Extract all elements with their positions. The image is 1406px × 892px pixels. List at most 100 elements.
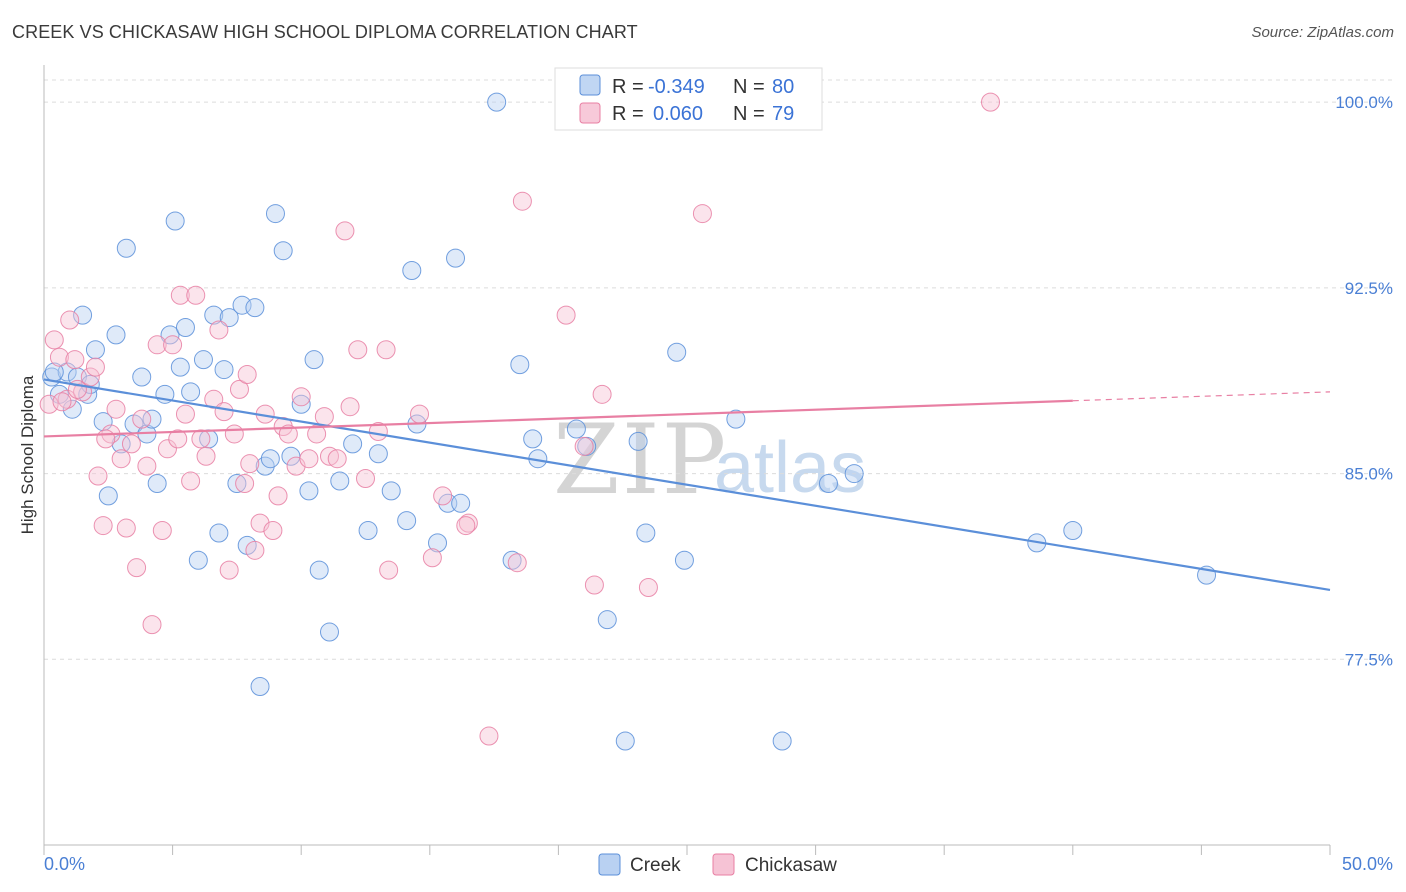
point-creek: [98, 486, 118, 506]
point-chickasaw: [88, 466, 108, 486]
point-chickasaw: [314, 407, 334, 427]
trend-line-chickasaw: [43, 399, 1073, 438]
point-creek: [147, 473, 167, 493]
bottom-legend-label-creek: Creek: [630, 855, 681, 876]
point-creek: [142, 409, 162, 429]
point-chickasaw: [116, 518, 136, 538]
point-chickasaw: [209, 320, 229, 340]
trend-line-creek: [43, 378, 1331, 592]
point-chickasaw: [49, 347, 69, 367]
point-creek: [193, 350, 213, 370]
point-chickasaw: [106, 399, 126, 419]
point-creek: [181, 382, 201, 402]
legend-r-label-creek: R =: [612, 76, 644, 98]
point-creek: [170, 357, 190, 377]
point-chickasaw: [379, 560, 399, 580]
trend-lines: [43, 378, 1331, 592]
point-creek: [116, 238, 136, 258]
point-chickasaw: [121, 434, 141, 454]
point-chickasaw: [142, 615, 162, 635]
point-chickasaw: [980, 92, 1000, 112]
point-chickasaw: [186, 285, 206, 305]
point-creek: [291, 394, 311, 414]
point-chickasaw: [556, 305, 576, 325]
legend-r-value-creek: -0.349: [648, 76, 705, 98]
point-creek: [273, 241, 293, 261]
legend-n-value-creek: 80: [772, 76, 794, 98]
point-creek: [85, 340, 105, 360]
point-creek: [358, 521, 378, 541]
legend: R = -0.349 N = 80 R = 0.060 N = 79: [554, 67, 823, 131]
point-creek: [265, 204, 285, 224]
point-chickasaw: [245, 540, 265, 560]
point-chickasaw: [335, 221, 355, 241]
point-creek: [106, 325, 126, 345]
point-chickasaw: [214, 402, 234, 422]
point-chickasaw: [175, 404, 195, 424]
legend-r-value-chickasaw: 0.060: [653, 103, 703, 125]
point-creek: [402, 261, 422, 281]
point-creek: [674, 550, 694, 570]
point-creek: [772, 731, 792, 751]
point-creek: [818, 473, 838, 493]
point-creek: [165, 211, 185, 231]
point-chickasaw: [147, 335, 167, 355]
point-chickasaw: [299, 449, 319, 469]
y-axis-title: High School Diploma: [18, 375, 37, 534]
point-creek: [343, 434, 363, 454]
point-creek: [209, 523, 229, 543]
point-chickasaw: [512, 191, 532, 211]
point-chickasaw: [93, 516, 113, 536]
watermark-zip: ZIP: [553, 404, 728, 516]
point-chickasaw: [60, 310, 80, 330]
point-creek: [368, 444, 388, 464]
point-chickasaw: [132, 409, 152, 429]
point-chickasaw: [196, 446, 216, 466]
legend-n-label-creek: N =: [733, 76, 765, 98]
point-chickasaw: [224, 424, 244, 444]
point-creek: [204, 305, 224, 325]
point-chickasaw: [327, 449, 347, 469]
watermark-atlas: atlas: [714, 428, 866, 508]
point-creek: [175, 317, 195, 337]
point-chickasaw: [458, 513, 478, 533]
chart-source: Source: ZipAtlas.com: [1251, 24, 1394, 41]
point-chickasaw: [263, 521, 283, 541]
point-creek: [566, 419, 586, 439]
point-creek: [111, 434, 131, 454]
point-creek: [219, 308, 239, 328]
y-tick-label: 92.5%: [1345, 279, 1393, 298]
point-creek: [597, 610, 617, 630]
point-creek: [188, 550, 208, 570]
point-chickasaw: [96, 429, 116, 449]
point-chickasaw: [592, 384, 612, 404]
point-creek: [428, 533, 448, 553]
point-chickasaw: [163, 335, 183, 355]
legend-swatch-creek: [579, 74, 601, 96]
point-chickasaw: [57, 389, 77, 409]
legend-n-label-chickasaw: N =: [733, 103, 765, 125]
point-chickasaw: [219, 560, 239, 580]
bottom-legend: Creek Chickasaw: [598, 853, 837, 876]
point-creek: [523, 429, 543, 449]
point-creek: [304, 350, 324, 370]
point-chickasaw: [356, 469, 375, 489]
point-creek: [299, 481, 319, 501]
point-chickasaw: [137, 456, 157, 476]
point-chickasaw: [376, 340, 396, 360]
point-chickasaw: [152, 521, 172, 541]
point-chickasaw: [191, 429, 211, 449]
point-chickasaw: [229, 379, 249, 399]
point-creek: [510, 355, 530, 375]
y-tick-label: 85.0%: [1345, 465, 1393, 484]
point-chickasaw: [65, 350, 85, 370]
point-creek: [844, 464, 864, 484]
point-creek: [487, 92, 507, 112]
point-creek: [250, 677, 270, 697]
point-creek: [451, 493, 471, 513]
legend-swatch-chickasaw: [579, 102, 601, 124]
point-chickasaw: [340, 397, 360, 417]
point-chickasaw: [574, 436, 594, 456]
point-chickasaw: [157, 439, 177, 459]
point-creek: [73, 305, 93, 325]
